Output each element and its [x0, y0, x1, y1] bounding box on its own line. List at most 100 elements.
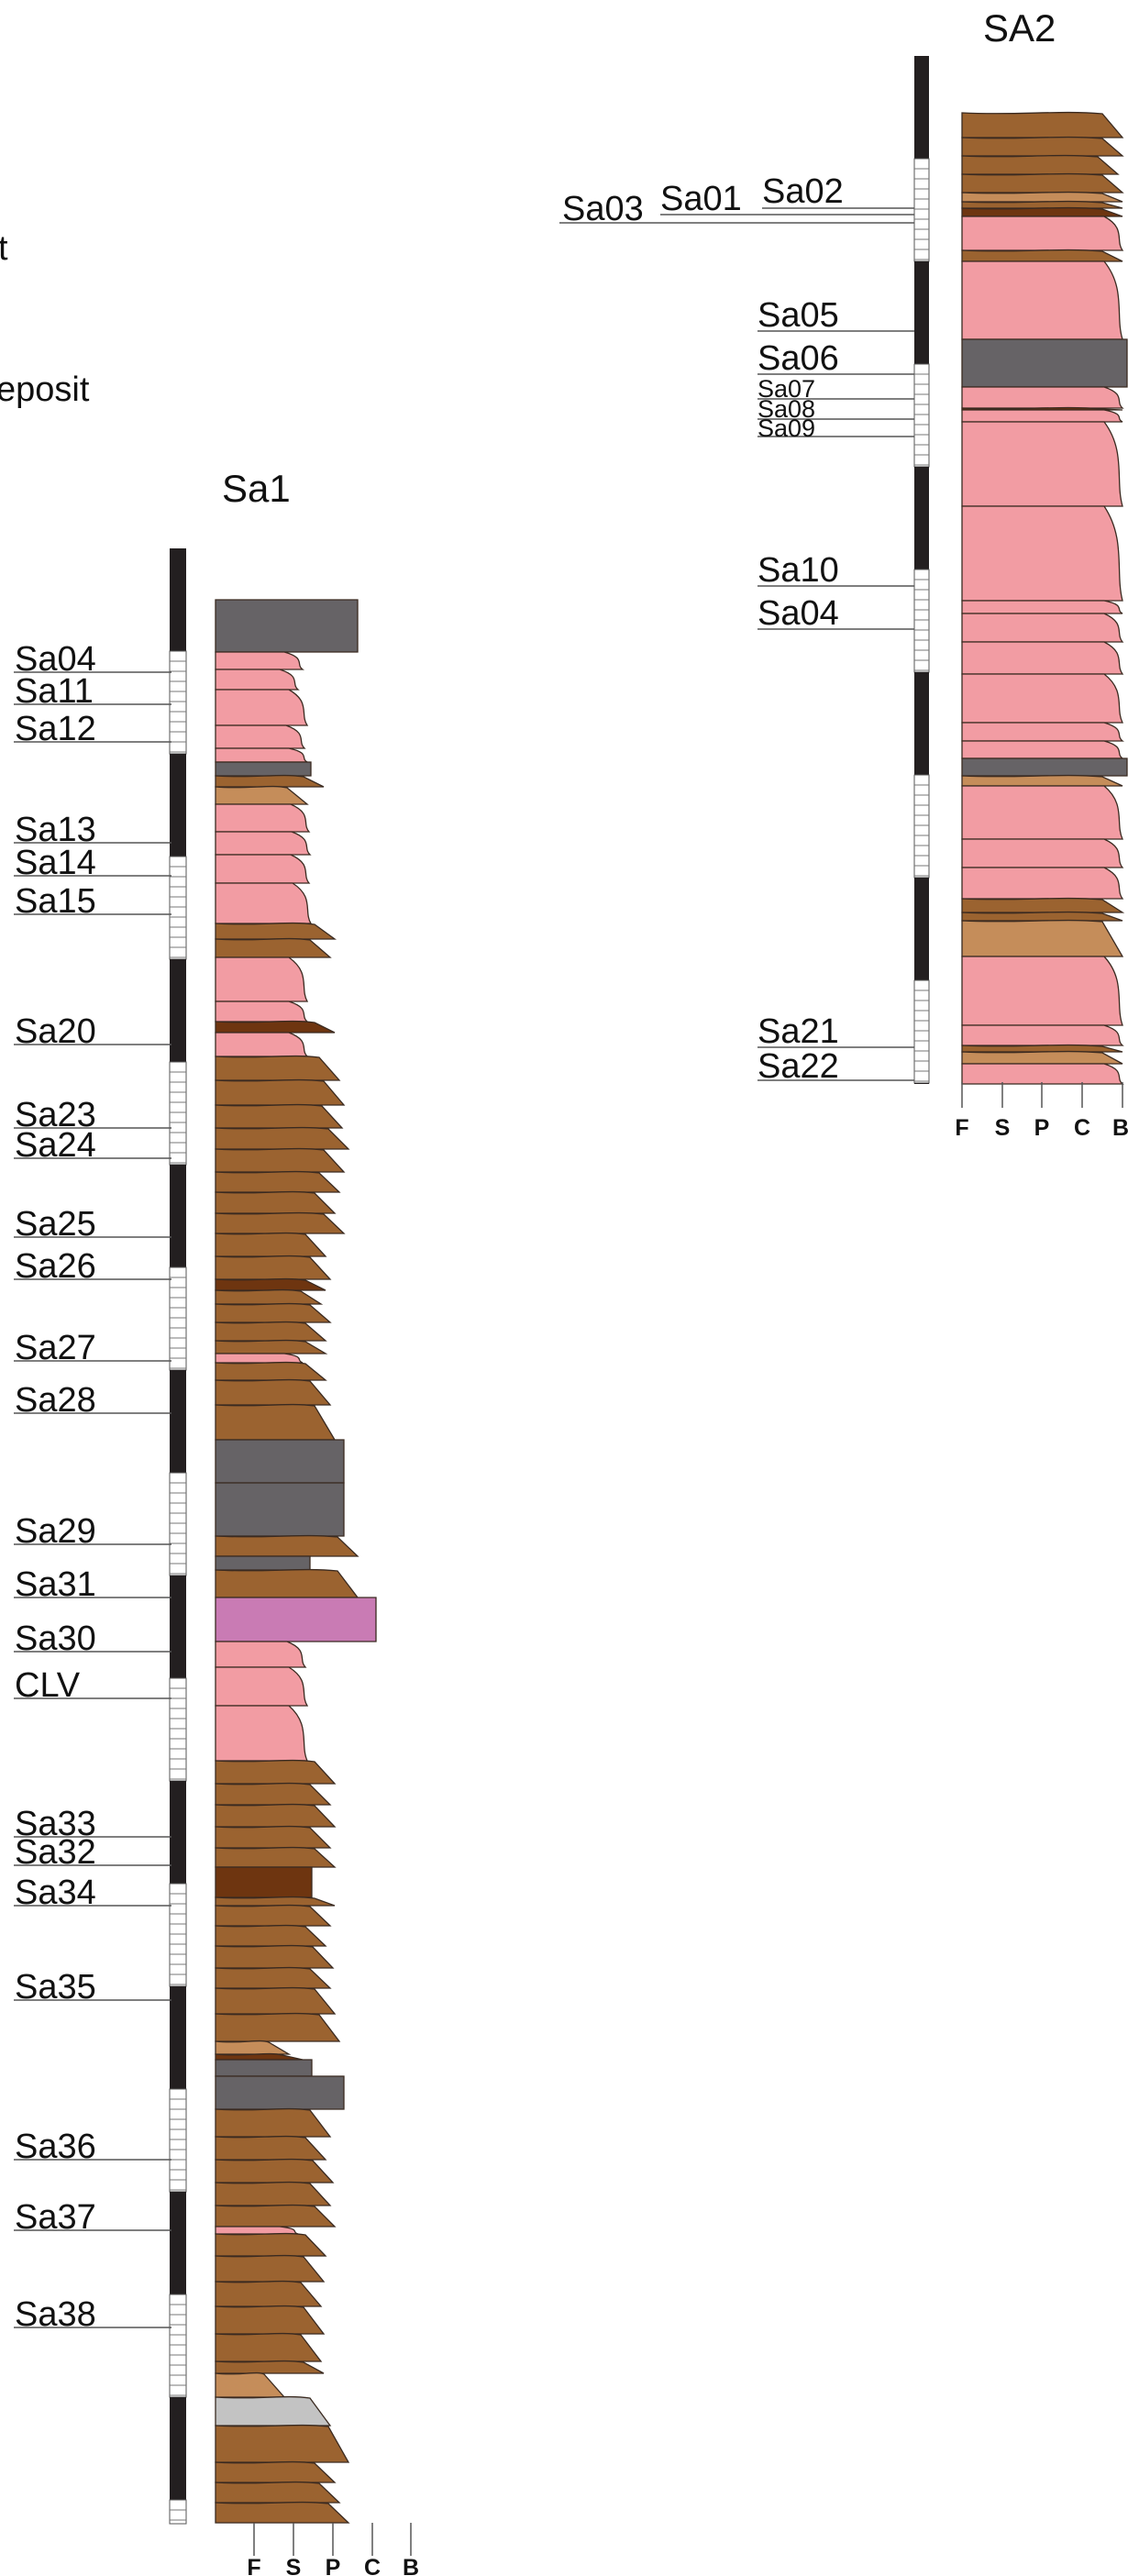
lithology-bed — [215, 1866, 313, 1898]
column-title: SA2 — [983, 6, 1056, 50]
grain-axis-label: C — [1074, 1115, 1090, 1141]
lithology-bed — [215, 2012, 341, 2042]
column-title: Sa1 — [222, 467, 291, 510]
scale-segment-white — [169, 1883, 187, 1987]
lithology-bed — [961, 1024, 1124, 1046]
lithology-bed — [961, 911, 1123, 922]
lithology-bed — [961, 338, 1128, 388]
scale-segment-black — [914, 1083, 929, 1084]
lithology-bed — [215, 689, 309, 726]
lithology-bed — [961, 785, 1124, 840]
lithology-bed — [961, 409, 1123, 423]
scale-segment-white — [913, 363, 930, 468]
sa1-beds — [215, 599, 377, 2524]
sa2-beds — [961, 111, 1128, 1085]
lithology-bed — [215, 1032, 309, 1057]
lithology-bed — [215, 1378, 332, 1406]
sample-label: Sa22 — [757, 1047, 839, 1086]
lithology-bed — [215, 1232, 327, 1257]
lithology-bed — [961, 673, 1124, 724]
lithology-bed — [961, 956, 1123, 1026]
scale-segment-white — [169, 1266, 187, 1371]
lithology-bed — [961, 613, 1124, 643]
scale-segment-black — [914, 261, 929, 364]
lithology-bed — [215, 2075, 345, 2110]
sample-label: Sa32 — [15, 1833, 96, 1872]
lithology-bed — [215, 2135, 327, 2161]
sample-label: Sa02 — [762, 172, 844, 211]
lithology-bed — [961, 757, 1128, 777]
lithology-bed — [961, 216, 1124, 251]
lithology-bed — [961, 421, 1123, 507]
scale-segment-white — [169, 650, 187, 755]
lithology-bed — [215, 1255, 332, 1280]
lithology-bed — [215, 1403, 337, 1441]
lithology-bed — [215, 1170, 341, 1193]
scale-segment-white — [169, 2499, 187, 2525]
scale-segment-white — [169, 1677, 187, 1782]
lithology-bed — [961, 249, 1123, 262]
lithology-bed — [215, 785, 309, 805]
lithology-bed — [961, 1063, 1124, 1085]
lithology-bed — [215, 1353, 304, 1364]
lithology-bed — [961, 919, 1124, 957]
lithology-bed — [215, 2280, 323, 2307]
grain-axis-label: F — [247, 2555, 260, 2576]
lithology-bed — [215, 1641, 307, 1668]
grain-axis-label: F — [955, 1115, 968, 1141]
scale-segment-black — [170, 1986, 186, 2089]
sample-label: Sa23 — [15, 1096, 96, 1134]
sample-label: Sa13 — [15, 811, 96, 849]
column-sa1: Sa1 Sa04 Sa11 Sa12 Sa13 Sa14 Sa15 Sa20 S… — [14, 467, 419, 2576]
column-sa2: SA2 Sa03 Sa01 Sa02 Sa05 Sa06 Sa07 Sa08 S… — [559, 6, 1129, 1141]
sample-label: Sa14 — [15, 844, 96, 882]
lithology-bed — [215, 2481, 341, 2504]
sample-label: Sa26 — [15, 1247, 96, 1286]
lithology-bed — [215, 2371, 286, 2398]
lithology-bed — [215, 2226, 299, 2235]
sample-label: Sa38 — [15, 2295, 96, 2334]
lithology-bed — [215, 1705, 308, 1762]
sample-label: Sa04 — [15, 640, 96, 679]
sample-label: Sa36 — [15, 2128, 96, 2166]
lithology-bed — [215, 2232, 327, 2257]
lithology-bed — [215, 761, 312, 777]
lithology-bed — [215, 2107, 332, 2138]
sample-label: Sa21 — [757, 1012, 839, 1051]
lithology-bed — [215, 2332, 323, 2362]
scale-segment-white — [169, 1061, 187, 1166]
lithology-bed — [215, 1288, 324, 1305]
lithology-bed — [215, 2360, 325, 2374]
lithology-bed — [215, 1361, 327, 1381]
lithology-bed — [215, 1439, 345, 1484]
scale-segment-black — [170, 1370, 186, 1473]
grain-axis-label: C — [364, 2555, 381, 2576]
lithology-bed — [961, 722, 1124, 742]
lithology-bed — [215, 1759, 337, 1785]
scale-segment-black — [914, 672, 929, 775]
scale-segment-black — [170, 1781, 186, 1884]
lithology-bed — [215, 1666, 309, 1707]
lithology-bed — [215, 651, 305, 670]
lithology-bed — [961, 600, 1123, 614]
lithology-bed — [961, 897, 1125, 913]
sa1-scale-bar — [169, 548, 187, 2525]
lithology-bed — [215, 1555, 311, 1571]
sample-label: Sa01 — [660, 180, 742, 218]
lithology-bed — [961, 200, 1123, 209]
legend-fragment-bottom: eposit — [0, 370, 90, 409]
lithology-bed — [215, 2052, 304, 2061]
grain-axis-label: S — [995, 1115, 1011, 1141]
lithology-bed — [215, 1825, 332, 1849]
sa2-grain-size-axis: F S P C B — [955, 1082, 1129, 1141]
lithology-bed — [215, 937, 332, 958]
sample-label: Sa30 — [15, 1620, 96, 1658]
sa1-grain-size-axis: F S P C B — [247, 2523, 419, 2576]
lithology-bed — [961, 505, 1123, 602]
lithology-bed — [215, 854, 311, 884]
lithology-bed — [961, 136, 1124, 157]
lithology-bed — [215, 1597, 377, 1642]
lithology-bed — [215, 956, 309, 1002]
scale-segment-white — [913, 774, 930, 879]
